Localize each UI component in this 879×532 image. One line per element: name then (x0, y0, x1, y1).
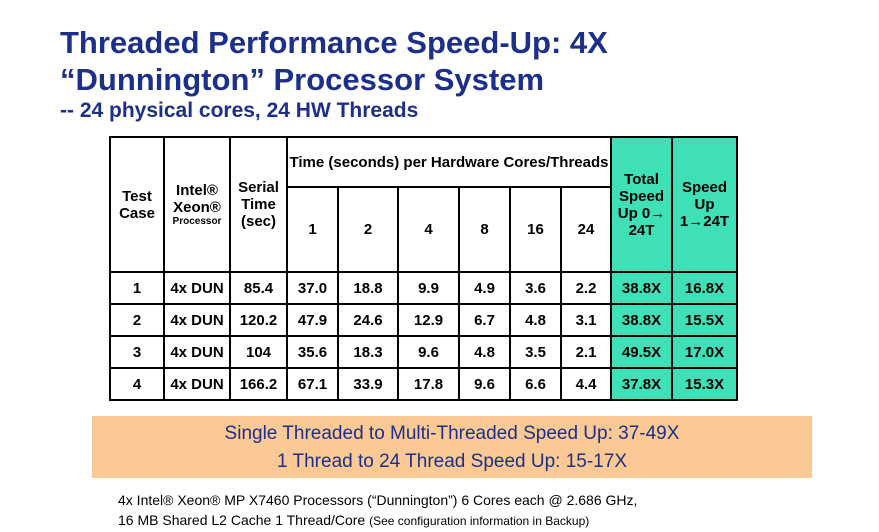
title-line-2: “Dunnington” Processor System (60, 62, 545, 97)
cell-time-16: 3.6 (509, 271, 562, 305)
cell-time-16: 6.6 (509, 367, 562, 401)
cell-total-speedup: 37.8X (610, 367, 673, 401)
cell-time-2: 18.3 (337, 335, 399, 369)
cell-time-8: 9.6 (458, 367, 511, 401)
cell-time-24: 3.1 (560, 303, 612, 337)
cell-time-1: 37.0 (286, 271, 339, 305)
summary-line-1: Single Threaded to Multi-Threaded Speed … (224, 423, 680, 444)
header-threads-2: 2 (337, 186, 399, 273)
cell-time-4: 17.8 (397, 367, 460, 401)
table-row: 3 4x DUN 104 35.6 18.3 9.6 4.8 3.5 2.1 4… (109, 335, 738, 369)
cell-serial: 120.2 (229, 303, 288, 337)
cell-speedup: 15.3X (671, 367, 738, 401)
cell-time-24: 4.4 (560, 367, 612, 401)
cell-time-4: 9.6 (397, 335, 460, 369)
cell-time-1: 67.1 (286, 367, 339, 401)
cell-time-2: 24.6 (337, 303, 399, 337)
cell-time-16: 3.5 (509, 335, 562, 369)
header-threads-16: 16 (509, 186, 562, 273)
cell-time-24: 2.2 (560, 271, 612, 305)
header-threads-8: 8 (458, 186, 511, 273)
header-serial-time: Serial Time (sec) (229, 136, 288, 273)
summary-line-2: 1 Thread to 24 Thread Speed Up: 15-17X (277, 451, 627, 472)
cell-serial: 166.2 (229, 367, 288, 401)
footer-line-2-wrap: 16 MB Shared L2 Cache 1 Thread/Core (See… (118, 510, 637, 531)
cell-case: 1 (109, 271, 165, 305)
speedup-table: Test Case Intel® Xeon® Processor Serial … (109, 136, 738, 401)
title-subtitle: -- 24 physical cores, 24 HW Threads (60, 99, 419, 122)
header-speedup: Speed Up 1→24T (671, 136, 738, 273)
cell-case: 4 (109, 367, 165, 401)
cell-time-8: 6.7 (458, 303, 511, 337)
cell-time-1: 35.6 (286, 335, 339, 369)
cell-total-speedup: 49.5X (610, 335, 673, 369)
title-line-1: Threaded Performance Speed-Up: 4X (60, 25, 608, 60)
cell-case: 2 (109, 303, 165, 337)
footer-line-2: 16 MB Shared L2 Cache 1 Thread/Core (118, 512, 366, 528)
header-processor-sub: Processor (172, 216, 222, 227)
cell-time-4: 9.9 (397, 271, 460, 305)
cell-time-4: 12.9 (397, 303, 460, 337)
cell-processor: 4x DUN (163, 303, 231, 337)
footer-note: (See configuration information in Backup… (369, 514, 590, 528)
cell-processor: 4x DUN (163, 367, 231, 401)
header-processor-main: Intel® Xeon® (173, 182, 221, 216)
cell-total-speedup: 38.8X (610, 271, 673, 305)
cell-time-2: 33.9 (337, 367, 399, 401)
header-threads-4: 4 (397, 186, 460, 273)
header-total-speedup: Total Speed Up 0→ 24T (610, 136, 673, 273)
cell-time-8: 4.8 (458, 335, 511, 369)
cell-time-16: 4.8 (509, 303, 562, 337)
config-footnote: 4x Intel® Xeon® MP X7460 Processors (“Du… (118, 490, 637, 531)
cell-speedup: 17.0X (671, 335, 738, 369)
cell-serial: 104 (229, 335, 288, 369)
cell-time-8: 4.9 (458, 271, 511, 305)
cell-processor: 4x DUN (163, 335, 231, 369)
cell-time-1: 47.9 (286, 303, 339, 337)
summary-box: Single Threaded to Multi-Threaded Speed … (92, 416, 812, 478)
cell-time-2: 18.8 (337, 271, 399, 305)
header-time-group: Time (seconds) per Hardware Cores/Thread… (286, 136, 612, 188)
cell-total-speedup: 38.8X (610, 303, 673, 337)
cell-speedup: 15.5X (671, 303, 738, 337)
cell-case: 3 (109, 335, 165, 369)
header-processor: Intel® Xeon® Processor (163, 136, 231, 273)
cell-serial: 85.4 (229, 271, 288, 305)
table-row: 4 4x DUN 166.2 67.1 33.9 17.8 9.6 6.6 4.… (109, 367, 738, 401)
slide-title: Threaded Performance Speed-Up: 4X “Dunni… (60, 24, 608, 124)
footer-line-1: 4x Intel® Xeon® MP X7460 Processors (“Du… (118, 492, 638, 508)
table-row: 2 4x DUN 120.2 47.9 24.6 12.9 6.7 4.8 3.… (109, 303, 738, 337)
header-test-case: Test Case (109, 136, 165, 273)
cell-processor: 4x DUN (163, 271, 231, 305)
cell-time-24: 2.1 (560, 335, 612, 369)
cell-speedup: 16.8X (671, 271, 738, 305)
header-threads-1: 1 (286, 186, 339, 273)
header-threads-24: 24 (560, 186, 612, 273)
table-row: 1 4x DUN 85.4 37.0 18.8 9.9 4.9 3.6 2.2 … (109, 271, 738, 305)
